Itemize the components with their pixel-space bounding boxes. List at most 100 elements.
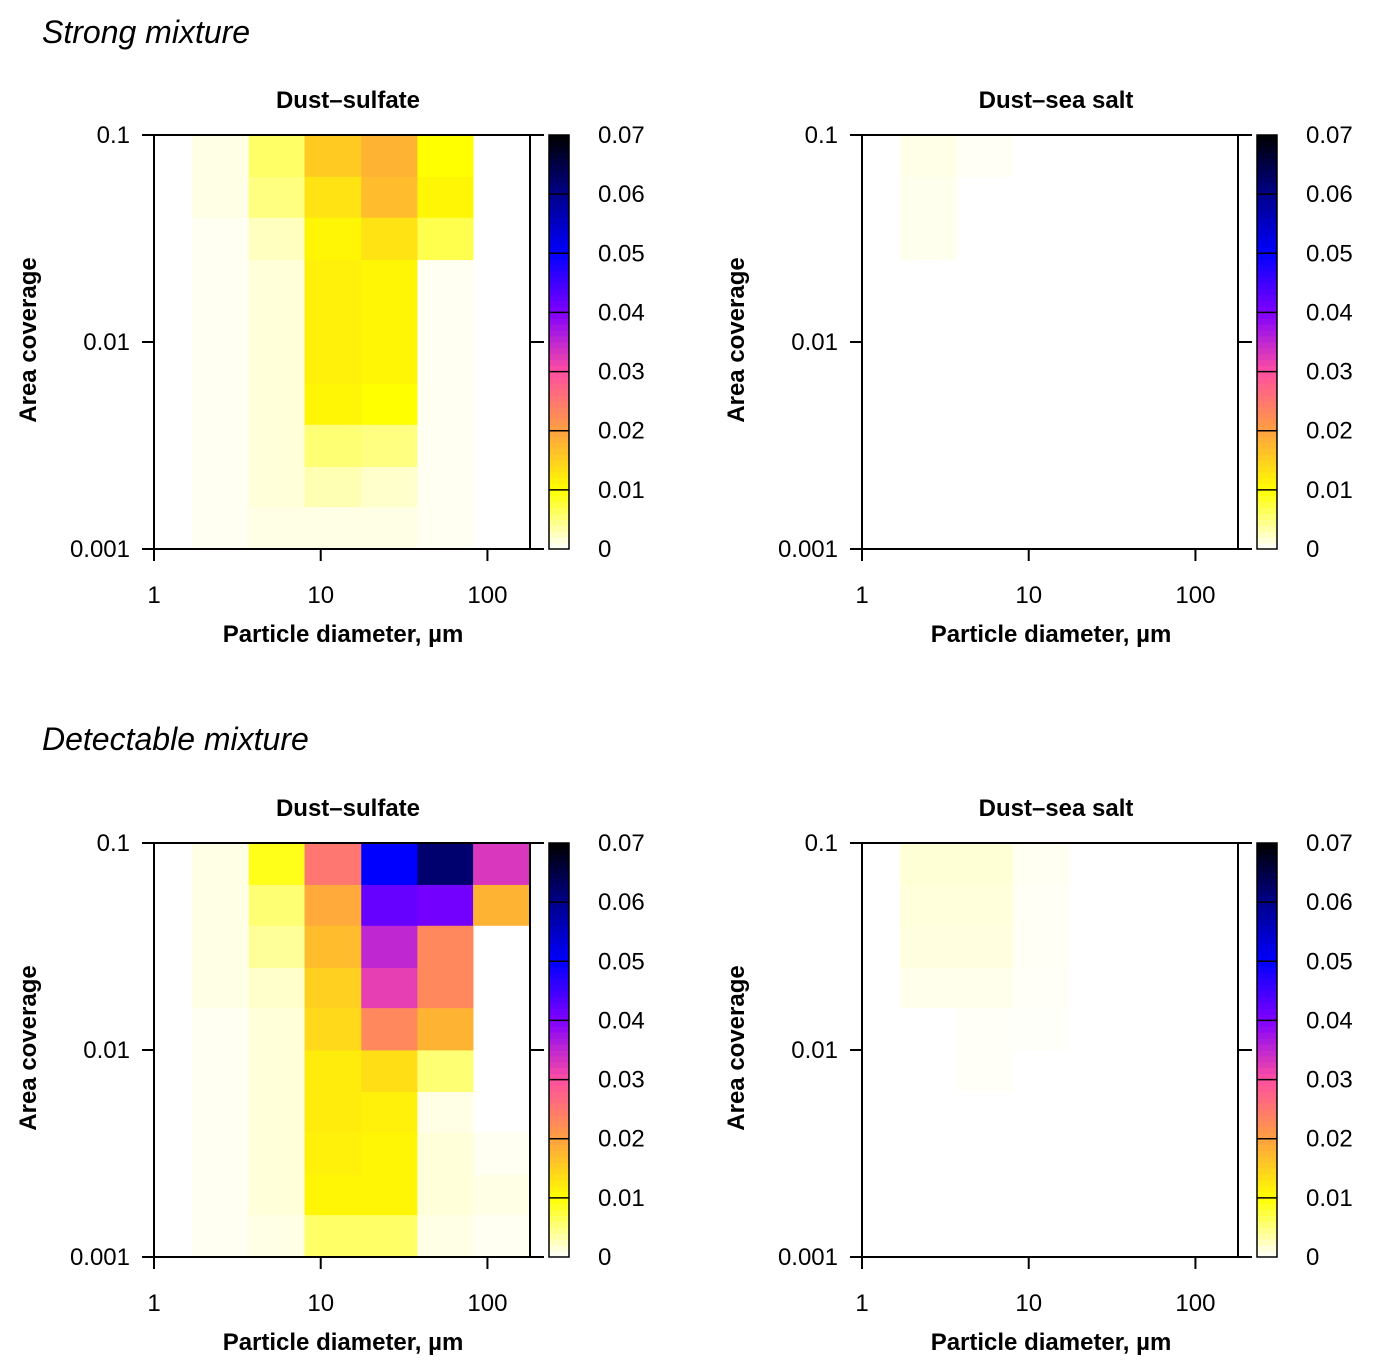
x-tick-label: 10 <box>1015 1290 1042 1317</box>
colorbar-swatch <box>549 1209 569 1216</box>
heatmap-cell <box>304 259 362 301</box>
colorbar-swatch <box>1257 1209 1277 1216</box>
colorbar-swatch <box>549 146 569 154</box>
colorbar-swatch <box>549 170 569 177</box>
colorbar-swatch <box>549 407 569 414</box>
colorbar-swatch <box>1257 371 1277 378</box>
colorbar-swatch <box>549 365 569 372</box>
colorbar-swatch <box>1257 1067 1277 1075</box>
colorbar-swatch <box>549 884 569 891</box>
heatmap-cell <box>1012 884 1070 926</box>
colorbar-swatch <box>1257 454 1277 461</box>
colorbar-swatch <box>1257 1168 1277 1175</box>
heatmap-cell <box>473 1174 531 1216</box>
heatmap-cell <box>956 967 1013 1009</box>
colorbar-swatch <box>549 158 569 165</box>
colorbar-swatch <box>1257 961 1277 968</box>
colorbar-swatch <box>549 318 569 325</box>
colorbar-swatch <box>1257 1097 1277 1104</box>
colorbar-swatch <box>1257 1215 1277 1222</box>
colorbar-swatch <box>549 140 569 148</box>
colorbar-swatch <box>549 229 569 236</box>
colorbar-swatch <box>549 454 569 461</box>
colorbar-tick-label: 0.06 <box>598 889 645 916</box>
colorbar-swatch <box>549 389 569 396</box>
colorbar-swatch <box>1257 860 1277 868</box>
heatmap-cell <box>417 383 474 425</box>
colorbar-swatch <box>549 1097 569 1104</box>
heatmap-cell <box>248 1174 305 1216</box>
colorbar-swatch <box>549 1132 569 1140</box>
y-axis-label: Area coverage <box>15 257 42 422</box>
x-axis-label: Particle diameter, µm <box>931 1329 1172 1356</box>
heatmap-cell <box>304 466 362 508</box>
colorbar-tick-label: 0 <box>1306 1244 1319 1271</box>
heatmap-cell <box>248 466 305 508</box>
colorbar-swatch <box>1257 1055 1277 1063</box>
colorbar-swatch <box>1257 896 1277 903</box>
colorbar-swatch <box>1257 223 1277 231</box>
colorbar-swatch <box>549 931 569 939</box>
x-tick-label: 1 <box>147 1290 160 1317</box>
colorbar-swatch <box>549 937 569 944</box>
colorbar-swatch <box>549 336 569 343</box>
colorbar-swatch <box>549 200 569 207</box>
heatmap-cell <box>248 176 305 218</box>
colorbar-swatch <box>549 294 569 301</box>
colorbar-swatch <box>1257 1150 1277 1157</box>
colorbar-swatch <box>1257 194 1277 201</box>
heatmap-cell <box>361 1174 418 1216</box>
colorbar-tick-label: 0.03 <box>1306 359 1353 386</box>
colorbar-swatch <box>1257 979 1277 986</box>
colorbar-swatch <box>549 1162 569 1169</box>
heatmap-cell <box>417 466 474 508</box>
colorbar-swatch <box>1257 931 1277 939</box>
colorbar-swatch <box>1257 519 1277 526</box>
heatmap-cell <box>192 1214 250 1258</box>
colorbar-swatch <box>549 466 569 473</box>
colorbar-swatch <box>549 306 569 313</box>
colorbar-swatch <box>549 1156 569 1163</box>
colorbar-swatch <box>1257 306 1277 313</box>
colorbar-swatch <box>1257 483 1277 491</box>
colorbar-swatch <box>549 164 569 171</box>
x-tick-label: 1 <box>855 582 868 609</box>
heatmap-cell <box>417 1091 474 1133</box>
colorbar-swatch <box>549 342 569 349</box>
heatmap-cell <box>900 843 958 885</box>
colorbar-swatch <box>1257 271 1277 278</box>
colorbar-swatch <box>1257 1126 1277 1134</box>
heatmap-cell <box>900 176 958 218</box>
colorbar-tick-label: 0.07 <box>598 122 645 149</box>
colorbar: 0 0.01 0.02 0.03 0.04 0.05 0.06 0.07 <box>1256 122 1353 563</box>
colorbar-swatch <box>549 913 569 921</box>
colorbar-swatch <box>549 288 569 296</box>
x-tick-label: 100 <box>1175 582 1215 609</box>
heatmap-cell <box>192 506 250 550</box>
heatmap-cell <box>248 259 305 301</box>
x-tick-label: 1 <box>855 1290 868 1317</box>
colorbar-swatch <box>549 537 569 544</box>
colorbar-swatch <box>1257 1002 1277 1009</box>
colorbar-swatch <box>1257 164 1277 171</box>
colorbar-swatch <box>1257 943 1277 950</box>
colorbar-swatch <box>1257 430 1277 438</box>
colorbar-swatch <box>1257 146 1277 154</box>
colorbar-swatch <box>1257 1044 1277 1051</box>
colorbar-swatch <box>1257 200 1277 207</box>
colorbar-frame <box>1256 842 1278 1258</box>
colorbar-swatch <box>549 418 569 426</box>
heatmap-cell <box>304 1007 362 1051</box>
colorbar-swatch <box>549 507 569 514</box>
colorbar-swatch <box>549 188 569 195</box>
colorbar-swatch <box>1257 967 1277 974</box>
heatmap-cell <box>900 925 958 969</box>
heatmap-cell <box>248 843 305 885</box>
colorbar-swatch <box>549 460 569 467</box>
colorbar-swatch <box>549 1215 569 1222</box>
colorbar-swatch <box>1257 288 1277 296</box>
y-axis-label: Area coverage <box>723 965 750 1130</box>
colorbar-tick-label: 0 <box>1306 536 1319 563</box>
heatmap-cell <box>248 884 305 926</box>
